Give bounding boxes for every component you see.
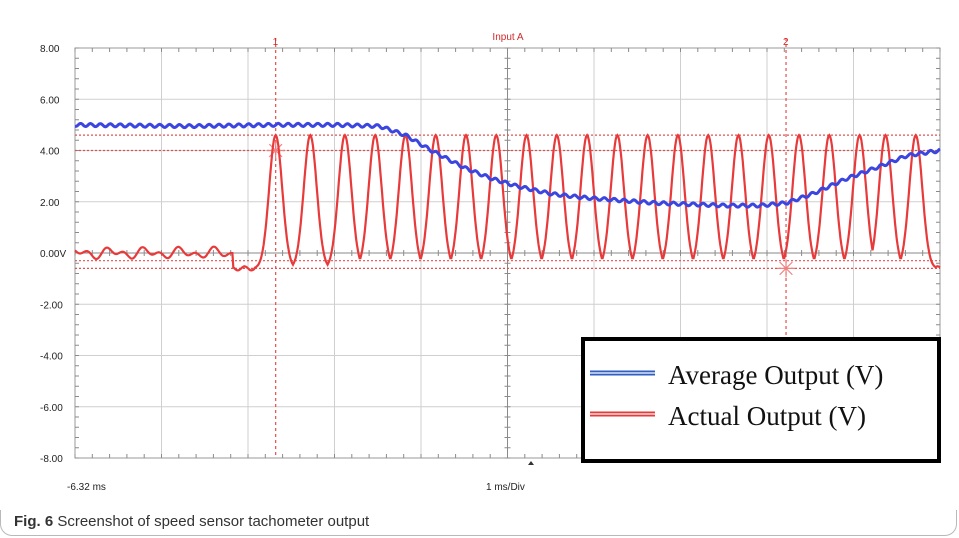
y-tick-label: 0.00V	[40, 249, 66, 260]
y-tick-label: -2.00	[40, 300, 63, 311]
y-tick-label: -8.00	[40, 454, 63, 465]
y-tick-label: 8.00	[40, 44, 60, 55]
series-actual-output-line	[74, 133, 941, 272]
legend-label-actual: Actual Output (V)	[668, 401, 866, 431]
trigger-marker	[528, 461, 534, 465]
legend-box	[581, 337, 941, 463]
figure-caption: Fig. 6 Screenshot of speed sensor tachom…	[14, 513, 369, 530]
x-axis-label: 1 ms/Div	[486, 482, 525, 493]
legend-label-average: Average Output (V)	[668, 360, 883, 390]
y-tick-label: 6.00	[40, 95, 60, 106]
oscilloscope-chart: 1 2 8.00 6.00 4.00 2.00 0.00V -2.00 -4.00 -6.00 -…	[40, 32, 941, 493]
y-tick-label: 4.00	[40, 147, 60, 158]
caption-label: Fig. 6	[14, 513, 54, 530]
y-tick-labels: 8.00 6.00 4.00 2.00 0.00V -2.00 -4.00 -6.00 -8.0…	[40, 44, 66, 465]
y-tick-label: 2.00	[40, 198, 60, 209]
chart-title: Input A	[492, 32, 523, 43]
series-layer	[74, 121, 941, 465]
cursor-label: 1	[273, 37, 279, 48]
y-tick-label: -4.00	[40, 352, 63, 363]
cursor-label: 2	[783, 37, 789, 48]
cursor-point-marker	[779, 261, 793, 276]
legend: Average Output (V) Actual Output (V)	[581, 337, 941, 463]
x-start-label: -6.32 ms	[67, 482, 106, 493]
y-tick-label: -6.00	[40, 403, 63, 414]
series-average-output-line	[74, 121, 941, 209]
caption-text: Screenshot of speed sensor tachometer ou…	[57, 513, 370, 530]
